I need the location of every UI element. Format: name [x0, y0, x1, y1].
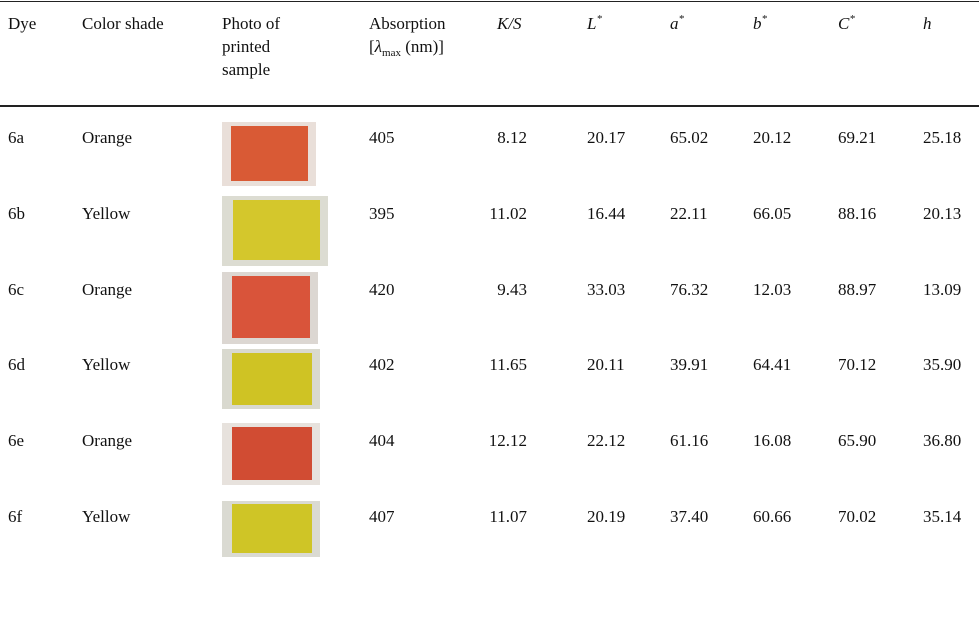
- header-cell: C*: [838, 12, 855, 35]
- cell: 12.12: [470, 429, 527, 452]
- cell: 12.03: [753, 278, 791, 301]
- cell: 37.40: [670, 505, 708, 528]
- header-cell: Dye: [8, 12, 36, 35]
- cell: 61.16: [670, 429, 708, 452]
- symbol: a: [670, 14, 679, 33]
- superscript: *: [596, 13, 602, 25]
- cell: 6d: [8, 353, 25, 376]
- cell: 13.09: [923, 278, 961, 301]
- symbol: λ: [375, 37, 382, 56]
- header-cell: Absorption [λmax (nm)]: [369, 12, 446, 58]
- cell: 65.90: [838, 429, 876, 452]
- page: Dye Color shade Photo of printed sample …: [0, 0, 979, 622]
- cell: 11.07: [470, 505, 527, 528]
- cell: 70.02: [838, 505, 876, 528]
- header-line: sample: [222, 58, 280, 81]
- cell: 65.02: [670, 126, 708, 149]
- cell: Yellow: [82, 202, 130, 225]
- header-cell: Photo of printed sample: [222, 12, 280, 81]
- cell: 33.03: [587, 278, 625, 301]
- cell: Yellow: [82, 353, 130, 376]
- cell: 405: [369, 126, 395, 149]
- cell: 6a: [8, 126, 24, 149]
- header-line: Photo of: [222, 12, 280, 35]
- sample-photo: [222, 501, 320, 557]
- superscript: *: [849, 13, 855, 25]
- cell: 6f: [8, 505, 22, 528]
- header-line: Absorption: [369, 12, 446, 35]
- header-cell: K/S: [497, 12, 522, 35]
- print-swatch: [232, 427, 312, 480]
- cell: 22.12: [587, 429, 625, 452]
- superscript: *: [679, 13, 685, 25]
- cell: 16.08: [753, 429, 791, 452]
- cell: 69.21: [838, 126, 876, 149]
- cell: 6c: [8, 278, 24, 301]
- header-cell: Color shade: [82, 12, 164, 35]
- cell: 9.43: [470, 278, 527, 301]
- print-swatch: [232, 353, 312, 405]
- cell: Orange: [82, 126, 132, 149]
- cell: 11.02: [470, 202, 527, 225]
- header-cell: h: [923, 12, 932, 35]
- cell: 66.05: [753, 202, 791, 225]
- symbol: b: [753, 14, 762, 33]
- cell: 35.90: [923, 353, 961, 376]
- cell: 11.65: [470, 353, 527, 376]
- sample-photo: [222, 196, 328, 266]
- cell: 20.13: [923, 202, 961, 225]
- text: (nm)]: [401, 37, 444, 56]
- cell: 402: [369, 353, 395, 376]
- cell: 8.12: [470, 126, 527, 149]
- cell: 70.12: [838, 353, 876, 376]
- cell: 36.80: [923, 429, 961, 452]
- header-cell: a*: [670, 12, 684, 35]
- cell: 16.44: [587, 202, 625, 225]
- cell: 20.12: [753, 126, 791, 149]
- cell: 395: [369, 202, 395, 225]
- sample-photo: [222, 272, 318, 344]
- print-swatch: [232, 276, 311, 338]
- cell: 6b: [8, 202, 25, 225]
- cell: 60.66: [753, 505, 791, 528]
- subscript: max: [382, 47, 401, 59]
- cell: Orange: [82, 429, 132, 452]
- cell: 420: [369, 278, 395, 301]
- sample-photo: [222, 122, 316, 186]
- header-rule: [0, 105, 979, 107]
- cell: Yellow: [82, 505, 130, 528]
- cell: 76.32: [670, 278, 708, 301]
- cell: 25.18: [923, 126, 961, 149]
- header-cell: L*: [587, 12, 602, 35]
- header-cell: b*: [753, 12, 767, 35]
- cell: 88.16: [838, 202, 876, 225]
- cell: 6e: [8, 429, 24, 452]
- cell: 20.11: [587, 353, 625, 376]
- cell: 407: [369, 505, 395, 528]
- print-swatch: [233, 200, 320, 260]
- top-rule: [0, 1, 979, 2]
- cell: 39.91: [670, 353, 708, 376]
- superscript: *: [762, 13, 768, 25]
- cell: 20.19: [587, 505, 625, 528]
- header-line: printed: [222, 35, 280, 58]
- symbol: C: [838, 14, 849, 33]
- cell: 404: [369, 429, 395, 452]
- sample-photo: [222, 349, 320, 409]
- cell: 22.11: [670, 202, 708, 225]
- cell: 35.14: [923, 505, 961, 528]
- cell: 20.17: [587, 126, 625, 149]
- print-swatch: [231, 126, 308, 181]
- cell: Orange: [82, 278, 132, 301]
- sample-photo: [222, 423, 320, 485]
- print-swatch: [232, 504, 312, 552]
- cell: 64.41: [753, 353, 791, 376]
- header-line: [λmax (nm)]: [369, 35, 446, 58]
- cell: 88.97: [838, 278, 876, 301]
